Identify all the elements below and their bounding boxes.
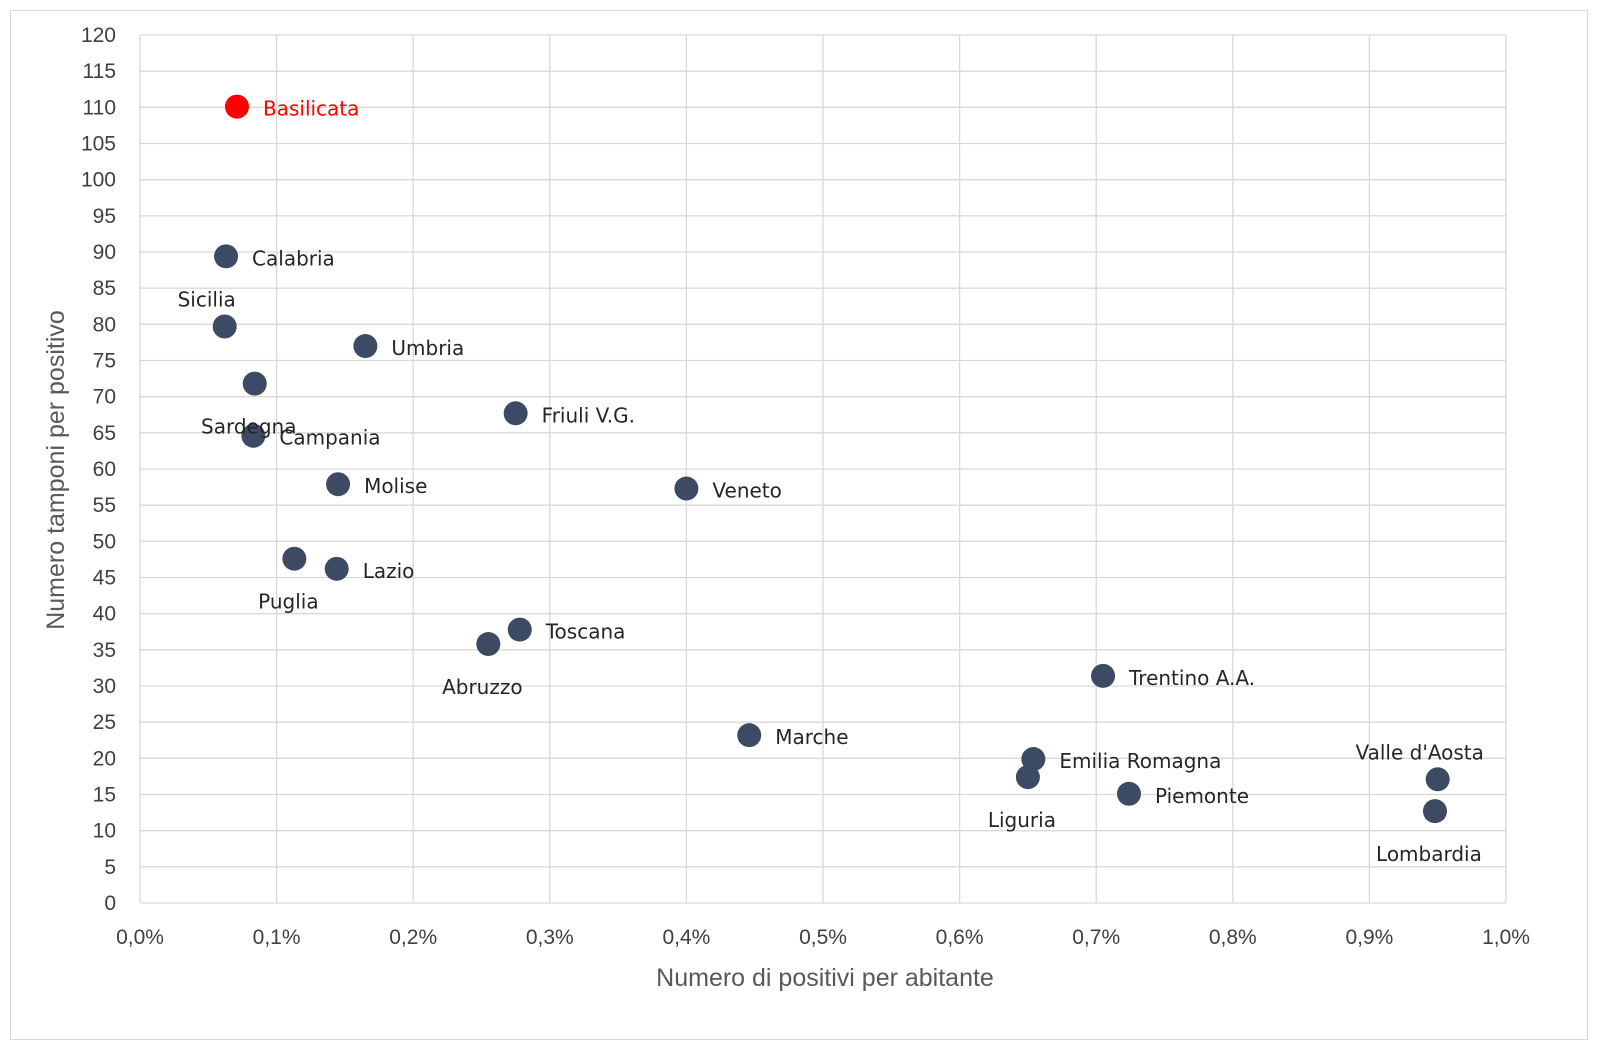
y-tick-label: 60 bbox=[93, 458, 116, 481]
point-label: Liguria bbox=[988, 808, 1056, 832]
data-point bbox=[241, 423, 266, 448]
y-tick-label: 105 bbox=[81, 133, 116, 156]
y-tick-label: 120 bbox=[81, 24, 116, 47]
point-label: Calabria bbox=[252, 246, 335, 270]
data-point bbox=[1015, 765, 1040, 790]
data-point bbox=[507, 617, 532, 642]
point-label: Umbria bbox=[391, 336, 464, 360]
y-tick-label: 100 bbox=[81, 169, 116, 192]
y-tick-label: 55 bbox=[93, 494, 116, 517]
data-point bbox=[282, 546, 307, 571]
y-tick-label: 50 bbox=[93, 530, 116, 553]
point-label: Trentino A.A. bbox=[1128, 666, 1255, 690]
point-label: Toscana bbox=[545, 620, 626, 644]
x-tick-label: 0,6% bbox=[936, 926, 984, 949]
data-point bbox=[503, 401, 528, 426]
y-tick-label: 0 bbox=[104, 892, 116, 915]
data-point bbox=[214, 244, 239, 269]
y-tick-label: 30 bbox=[93, 675, 116, 698]
point-label: Lombardia bbox=[1376, 842, 1482, 866]
point-label: Basilicata bbox=[263, 97, 359, 121]
point-label: Veneto bbox=[712, 479, 782, 503]
data-point bbox=[1091, 663, 1116, 688]
y-tick-label: 5 bbox=[104, 856, 116, 879]
x-axis-title: Numero di positivi per abitante bbox=[656, 964, 994, 992]
data-point bbox=[1425, 767, 1450, 792]
x-tick-label: 0,0% bbox=[116, 926, 164, 949]
y-axis-ticks: 0 5 10 15 20 25 30 35 40 45 50 55 60 65 70 75 80 85 90 95 10… bbox=[81, 24, 116, 915]
grid-lines bbox=[139, 34, 1507, 904]
data-point bbox=[1021, 747, 1046, 772]
point-label: Valle d'Aosta bbox=[1355, 740, 1483, 764]
point-labels: Basilicata Calabria Sicilia Umbria Sardegna F… bbox=[178, 97, 1484, 867]
data-point bbox=[1422, 799, 1447, 824]
y-tick-label: 10 bbox=[93, 820, 116, 843]
data-point bbox=[224, 94, 249, 119]
y-tick-label: 25 bbox=[93, 711, 116, 734]
y-tick-label: 45 bbox=[93, 567, 116, 590]
x-tick-label: 1,0% bbox=[1482, 926, 1530, 949]
point-label: Sicilia bbox=[178, 288, 236, 312]
y-tick-label: 75 bbox=[93, 350, 116, 373]
data-point bbox=[1116, 781, 1141, 806]
x-tick-label: 0,4% bbox=[662, 926, 710, 949]
y-tick-label: 15 bbox=[93, 784, 116, 807]
point-label: Molise bbox=[364, 474, 427, 498]
x-tick-label: 0,5% bbox=[799, 926, 847, 949]
y-tick-label: 70 bbox=[93, 386, 116, 409]
point-label: Abruzzo bbox=[442, 675, 523, 699]
y-tick-label: 85 bbox=[93, 277, 116, 300]
x-tick-label: 0,3% bbox=[526, 926, 574, 949]
x-tick-label: 0,7% bbox=[1072, 926, 1120, 949]
data-point bbox=[476, 632, 501, 657]
chart-frame bbox=[10, 10, 1588, 1040]
x-tick-label: 0,1% bbox=[253, 926, 301, 949]
data-point bbox=[212, 314, 237, 339]
y-tick-label: 35 bbox=[93, 639, 116, 662]
data-point bbox=[326, 472, 351, 497]
y-tick-label: 65 bbox=[93, 422, 116, 445]
point-label: Friuli V.G. bbox=[542, 403, 635, 427]
data-points bbox=[212, 94, 1450, 824]
point-label: Piemonte bbox=[1155, 784, 1249, 808]
y-tick-label: 40 bbox=[93, 603, 116, 626]
x-tick-label: 0,2% bbox=[389, 926, 437, 949]
data-point bbox=[353, 334, 378, 359]
point-label: Campania bbox=[279, 426, 380, 450]
point-label: Marche bbox=[775, 725, 848, 749]
point-label: Lazio bbox=[363, 559, 415, 583]
point-label: Sardegna bbox=[201, 415, 296, 439]
y-tick-label: 20 bbox=[93, 747, 116, 770]
point-label: Emilia Romagna bbox=[1059, 749, 1221, 773]
y-tick-label: 90 bbox=[93, 241, 116, 264]
data-point bbox=[242, 371, 267, 396]
x-tick-label: 0,8% bbox=[1209, 926, 1257, 949]
point-label: Puglia bbox=[258, 590, 318, 614]
y-tick-label: 115 bbox=[83, 60, 116, 83]
y-tick-label: 95 bbox=[93, 205, 116, 228]
data-point bbox=[737, 723, 762, 748]
x-tick-label: 0,9% bbox=[1345, 926, 1393, 949]
x-axis-ticks: 0,0% 0,1% 0,2% 0,3% 0,4% 0,5% 0,6% 0,7% 0,8% 0,9%… bbox=[116, 926, 1530, 949]
data-point bbox=[674, 476, 699, 501]
data-point bbox=[324, 556, 349, 581]
y-tick-label: 80 bbox=[93, 313, 116, 336]
y-tick-label: 110 bbox=[83, 96, 116, 119]
y-axis-title: Numero tamponi per positivo bbox=[42, 310, 70, 630]
